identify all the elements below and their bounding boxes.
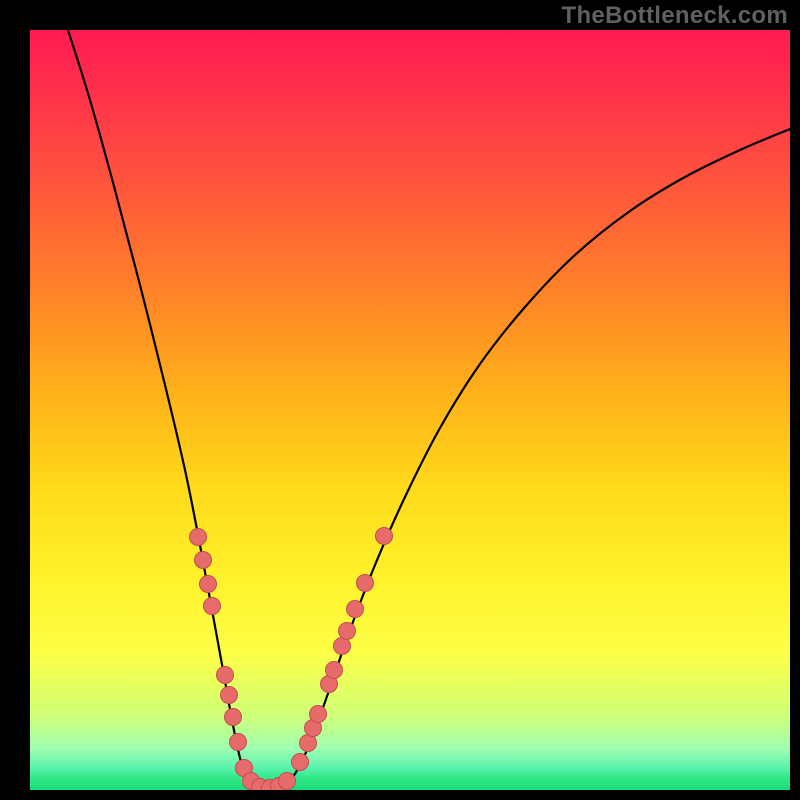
gradient-background [30, 30, 790, 790]
data-marker [334, 638, 351, 655]
watermark-text: TheBottleneck.com [562, 2, 788, 30]
data-marker [347, 601, 364, 618]
data-marker [292, 754, 309, 771]
data-marker [190, 529, 207, 546]
data-marker [279, 773, 296, 790]
data-marker [200, 576, 217, 593]
data-marker [339, 623, 356, 640]
data-marker [217, 667, 234, 684]
data-marker [195, 552, 212, 569]
data-marker [221, 687, 238, 704]
data-marker [204, 598, 221, 615]
data-marker [326, 662, 343, 679]
data-marker [225, 709, 242, 726]
plot-inner [30, 30, 790, 790]
data-marker [357, 575, 374, 592]
figure-root: TheBottleneck.com [0, 0, 800, 800]
data-marker [230, 734, 247, 751]
data-marker [376, 528, 393, 545]
plot-svg [30, 30, 790, 790]
data-marker [310, 706, 327, 723]
data-marker [300, 735, 317, 752]
